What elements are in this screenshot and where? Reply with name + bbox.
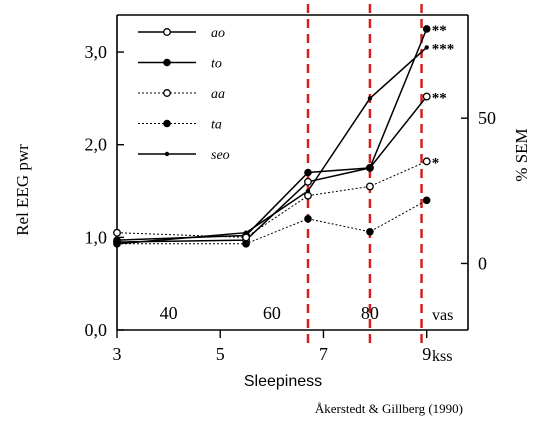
point-aa (365, 182, 374, 191)
series-line-aa (116, 160, 427, 238)
legend-item-aa: aa (138, 87, 225, 102)
reference-lines (306, 4, 423, 347)
citation: Åkerstedt & Gillberg (1990) (315, 401, 463, 416)
axes: 0,0 1,0 2,0 3,0 0 50 3 5 7 9 40 60 80 (85, 14, 496, 364)
legend: ao to aa ta seo (138, 26, 230, 163)
point-aa (422, 157, 431, 166)
legend-label: ta (211, 118, 222, 133)
point-ta (422, 196, 431, 205)
y2-axis-label: % SEM (512, 128, 531, 181)
point-to (366, 164, 374, 172)
series-line-to (116, 28, 428, 241)
x-tick-label: 9 (422, 344, 431, 364)
x-tick-label: 3 (113, 344, 122, 364)
significance-label-ao: ** (432, 91, 447, 107)
y-axis-label: Rel EEG pwr (13, 144, 32, 236)
point-to (422, 25, 431, 33)
legend-item-to: to (138, 57, 222, 72)
vas-tick-label: 40 (160, 303, 178, 323)
legend-label: seo (211, 148, 230, 163)
point-ao (422, 92, 431, 101)
significance-label-seo: *** (432, 41, 455, 57)
y-tick-label: 3,0 (85, 42, 108, 62)
series-line-seo (116, 46, 428, 245)
series-group: ******** (113, 23, 455, 248)
vas-tick-label: 60 (263, 303, 281, 323)
point-ta (304, 215, 312, 223)
point-seo (114, 241, 120, 247)
point-ta (242, 240, 250, 248)
legend-item-seo: seo (138, 148, 230, 163)
legend-label: to (211, 57, 222, 72)
series-seo: *** (114, 41, 455, 247)
legend-marker (163, 58, 171, 67)
legend-marker (164, 151, 170, 157)
kss-unit-label: kss (432, 348, 452, 365)
vas-tick-label: 80 (361, 303, 379, 323)
legend-item-ao: ao (138, 26, 225, 41)
series-ta (113, 196, 431, 248)
vas-unit-label: vas (432, 307, 453, 324)
point-aa (113, 228, 121, 237)
y2-tick-label: 0 (478, 253, 487, 273)
legend-item-ta: ta (138, 118, 222, 133)
significance-label-aa: * (432, 155, 440, 171)
legend-label: aa (211, 87, 225, 102)
series-line-ta (117, 199, 427, 245)
point-ao (304, 177, 312, 186)
legend-marker (163, 119, 171, 128)
x-axis-label: Sleepiness (244, 373, 322, 390)
point-seo (424, 45, 429, 50)
y-tick-label: 2,0 (85, 135, 108, 155)
point-seo (305, 188, 311, 194)
point-to (304, 168, 312, 177)
y2-tick-label: 50 (478, 108, 496, 128)
x-tick-label: 5 (216, 344, 225, 364)
series-aa: * (113, 155, 440, 242)
point-aa (242, 233, 250, 242)
significance-label-to: ** (432, 23, 447, 39)
legend-label: ao (211, 26, 225, 41)
point-ta (366, 227, 374, 236)
series-ao: ** (113, 91, 447, 246)
y-tick-label: 1,0 (85, 227, 108, 247)
legend-marker (163, 89, 171, 97)
point-seo (243, 230, 249, 235)
x-tick-label: 7 (319, 344, 328, 364)
y-tick-label: 0,0 (85, 320, 108, 340)
legend-marker (163, 28, 171, 36)
point-seo (367, 96, 373, 101)
